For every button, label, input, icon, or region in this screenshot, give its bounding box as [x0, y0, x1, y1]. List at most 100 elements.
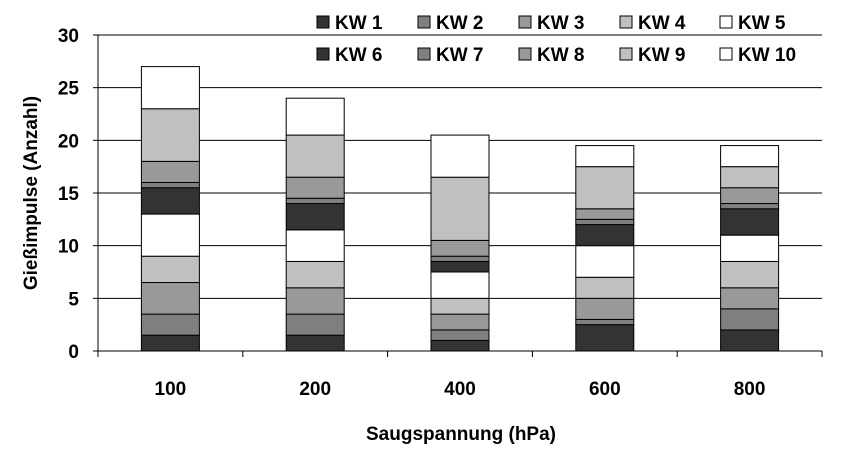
bar-segment-kw5-100 — [140, 213, 200, 257]
bar-segment-kw3-100 — [140, 282, 200, 315]
legend-label: KW 5 — [738, 13, 786, 34]
bar-segment-kw10-600 — [575, 145, 635, 168]
bar-segment-kw8-600 — [575, 208, 635, 220]
bar-segment-kw7-100 — [140, 181, 200, 189]
bar-segment-kw2-400 — [430, 329, 490, 341]
bar-segment-kw6-400 — [430, 260, 490, 273]
y-tick-label: 30 — [58, 26, 79, 47]
legend-swatch — [719, 47, 733, 61]
legend-item: KW 3 — [518, 13, 585, 34]
legend-swatch — [316, 15, 330, 29]
y-tick-label: 25 — [58, 79, 80, 100]
bar-segment-kw6-200 — [285, 203, 345, 231]
legend-item: KW 4 — [619, 13, 686, 34]
y-tick-label: 15 — [58, 184, 80, 205]
legend-label: KW 2 — [436, 13, 484, 34]
legend-item: KW 5 — [719, 13, 786, 34]
bar-segment-kw1-200 — [285, 334, 345, 352]
bar-segment-kw2-600 — [575, 318, 635, 326]
bar-segment-kw2-200 — [285, 313, 345, 336]
bar-segment-kw6-600 — [575, 224, 635, 247]
legend-label: KW 7 — [436, 45, 484, 66]
bar-segment-kw4-800 — [720, 260, 780, 289]
x-tick-label: 200 — [299, 379, 331, 400]
legend-item: KW 10 — [719, 45, 796, 66]
y-tick-label: 0 — [68, 342, 79, 363]
bar-segment-kw8-200 — [285, 176, 345, 199]
legend-item: KW 9 — [619, 45, 686, 66]
bar-segment-kw7-200 — [285, 197, 345, 205]
x-tick-label: 800 — [734, 379, 766, 400]
legend-swatch — [619, 15, 633, 29]
bar-segment-kw8-800 — [720, 187, 780, 205]
bar-segment-kw8-100 — [140, 160, 200, 183]
x-tick-label: 400 — [444, 379, 476, 400]
legend-label: KW 3 — [537, 13, 585, 34]
legend-label: KW 6 — [335, 45, 383, 66]
y-tick-label: 20 — [58, 131, 79, 152]
bar-segment-kw1-400 — [430, 339, 490, 352]
legend-item: KW 1 — [316, 13, 383, 34]
y-tick-label: 10 — [58, 237, 79, 258]
legend: KW 1 KW 2 KW 3 KW 4 KW 5 KW 6 KW 7 KW 8 KW 9 KW 1… — [316, 13, 796, 66]
bar-segment-kw4-100 — [140, 255, 200, 284]
bar-segment-kw6-800 — [720, 208, 780, 236]
bar-segment-kw5-800 — [720, 234, 780, 262]
bar-segment-kw3-200 — [285, 287, 345, 315]
bar-segment-kw1-100 — [140, 334, 200, 352]
legend-item: KW 2 — [417, 13, 484, 34]
bar-segment-kw10-100 — [140, 66, 200, 110]
bar-segment-kw1-600 — [575, 324, 635, 352]
legend-swatch — [518, 15, 532, 29]
bars — [140, 66, 780, 352]
bar-segment-kw9-400 — [430, 176, 490, 241]
bar-segment-kw3-400 — [430, 313, 490, 331]
bar-segment-kw10-200 — [285, 97, 345, 136]
bar-segment-kw9-800 — [720, 166, 780, 189]
legend-swatch — [417, 15, 431, 29]
bar-segment-kw4-400 — [430, 297, 490, 315]
bar-segment-kw7-600 — [575, 218, 635, 226]
legend-label: KW 4 — [638, 13, 686, 34]
bar-segment-kw10-800 — [720, 145, 780, 168]
y-tick-label: 5 — [68, 289, 79, 310]
bar-segment-kw5-600 — [575, 245, 635, 278]
legend-item: KW 8 — [518, 45, 585, 66]
bar-segment-kw5-400 — [430, 271, 490, 299]
bar-segment-kw7-800 — [720, 203, 780, 210]
bar-segment-kw2-100 — [140, 313, 200, 336]
bar-segment-kw8-400 — [430, 239, 490, 257]
y-axis-ticks: 0 5 10 15 20 25 30 — [58, 26, 98, 363]
bar-segment-kw3-600 — [575, 297, 635, 320]
bar-segment-kw5-200 — [285, 229, 345, 262]
legend-item: KW 6 — [316, 45, 383, 66]
x-tick-label: 100 — [155, 379, 187, 400]
bar-segment-kw7-400 — [430, 255, 490, 262]
bar-segment-kw4-200 — [285, 260, 345, 289]
bar-segment-kw4-600 — [575, 276, 635, 299]
x-axis-title: Saugspannung (hPa) — [366, 424, 556, 445]
bar-segment-kw1-800 — [720, 329, 780, 352]
bar-segment-kw3-800 — [720, 287, 780, 310]
bar-segment-kw9-100 — [140, 108, 200, 162]
bar-segment-kw9-600 — [575, 166, 635, 210]
legend-label: KW 1 — [335, 13, 383, 34]
x-axis-ticks: 100 200 400 600 800 — [97, 351, 823, 400]
legend-label: KW 10 — [738, 45, 796, 66]
legend-swatch — [619, 47, 633, 61]
legend-swatch — [417, 47, 431, 61]
bar-segment-kw10-400 — [430, 134, 490, 178]
legend-item: KW 7 — [417, 45, 484, 66]
y-axis-title: Gießimpulse (Anzahl) — [21, 96, 42, 290]
legend-swatch — [518, 47, 532, 61]
bar-segment-kw9-200 — [285, 134, 345, 178]
x-tick-label: 600 — [589, 379, 621, 400]
bar-segment-kw2-800 — [720, 308, 780, 331]
bar-segment-kw6-100 — [140, 187, 200, 215]
legend-swatch — [719, 15, 733, 29]
legend-swatch — [316, 47, 330, 61]
legend-label: KW 8 — [537, 45, 585, 66]
legend-label: KW 9 — [638, 45, 686, 66]
